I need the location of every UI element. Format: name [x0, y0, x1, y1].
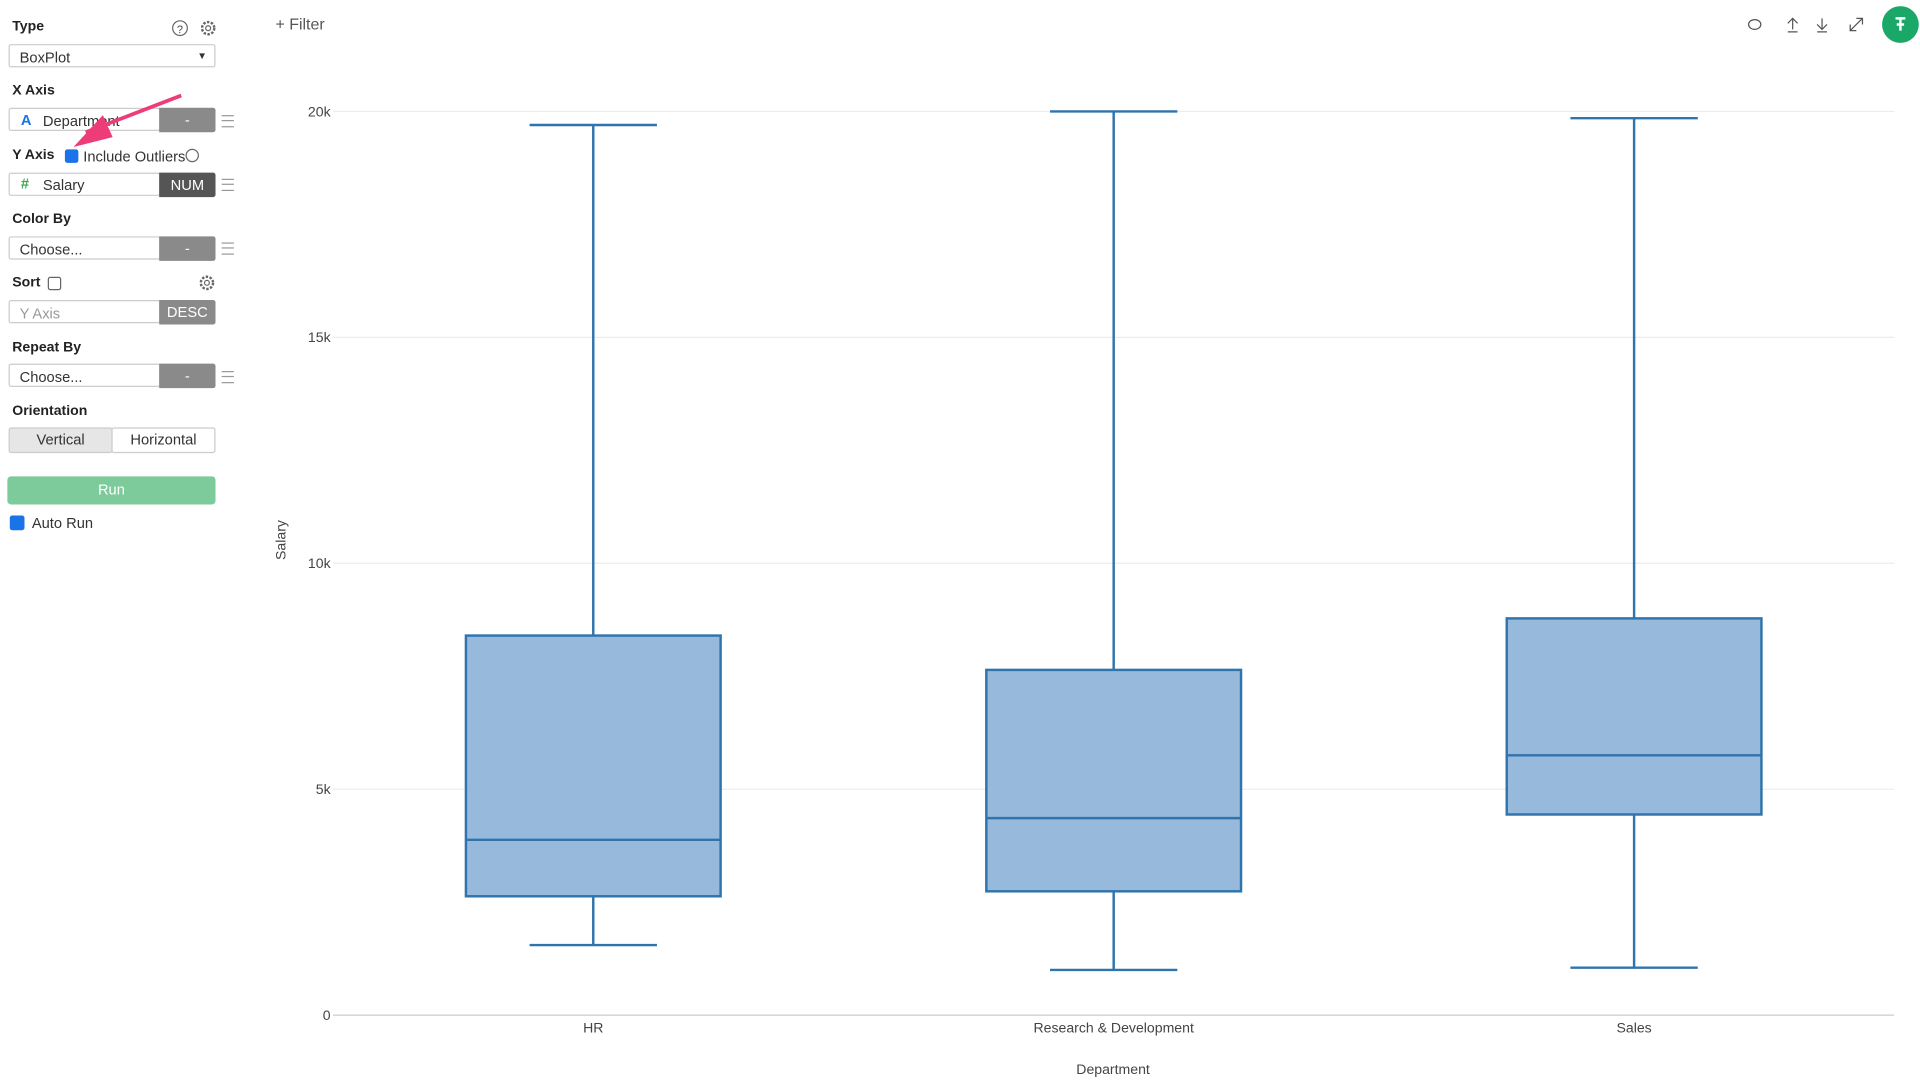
x-axis-title: Department	[1076, 1061, 1150, 1077]
filter-button[interactable]: + Filter	[276, 15, 325, 33]
color-by-label: Color By	[12, 211, 71, 227]
orientation-label: Orientation	[12, 404, 88, 419]
y-axis-icon: #	[20, 175, 30, 193]
y-tick-label: 0	[323, 1007, 331, 1023]
x-axis-label: X Axis	[12, 83, 55, 98]
box	[464, 634, 722, 898]
repeat-by-text: Choose...	[19, 368, 83, 386]
x-axis-menu[interactable]	[221, 115, 234, 128]
repeat-by-label: Repeat By	[12, 340, 82, 356]
x-tick-label: Sales	[1616, 1019, 1651, 1035]
color-by-menu[interactable]	[221, 242, 234, 255]
y-tick-label: 20k	[308, 103, 332, 119]
color-by-button[interactable]: -	[159, 236, 216, 261]
y-tick-label: 5k	[316, 781, 332, 797]
sort-button[interactable]: DESC	[159, 300, 216, 325]
repeat-by-field[interactable]: Choose...	[8, 363, 161, 387]
sort-text: Y Axis	[19, 304, 61, 323]
type-select[interactable]: BoxPlot ▼	[8, 44, 216, 68]
type-label: Type	[12, 19, 45, 35]
y-axis-label: Y Axis	[12, 148, 55, 163]
toolbar-icons[interactable]	[1739, 6, 1920, 45]
box	[1505, 617, 1763, 816]
plus: +	[275, 14, 290, 34]
auto-run-checkbox[interactable]	[9, 515, 25, 531]
sort-settings[interactable]	[198, 274, 215, 291]
vertical-option[interactable]: Vertical	[8, 427, 113, 454]
x-axis-icon: A	[20, 111, 32, 129]
x-tick-label: Research & Development	[1033, 1019, 1194, 1035]
repeat-by-button[interactable]: -	[159, 363, 216, 389]
y-axis-menu[interactable]	[221, 178, 234, 192]
y-tick-label: 10k	[308, 555, 332, 571]
outliers-label: Include Outliers	[83, 148, 186, 166]
outliers-checkbox[interactable]	[64, 149, 79, 163]
sort-field[interactable]: Y Axis	[8, 300, 161, 324]
type-value: BoxPlot	[19, 48, 71, 67]
y-axis-title: Salary	[272, 519, 288, 560]
type-icons[interactable]: ?	[171, 20, 220, 37]
filter-label: Filter	[289, 14, 325, 34]
sort-label: Sort	[12, 275, 41, 291]
help-icon[interactable]	[185, 148, 201, 164]
repeat-by-menu[interactable]	[221, 371, 234, 384]
annotation-arrowhead	[73, 115, 113, 147]
y-axis-button[interactable]: NUM	[159, 172, 216, 198]
sort-checkbox[interactable]	[47, 276, 62, 291]
x-tick-label: HR	[583, 1019, 603, 1035]
color-by-text: Choose...	[19, 241, 83, 259]
horizontal-option[interactable]: Horizontal	[111, 427, 216, 454]
y-axis-field-text: Salary	[42, 176, 85, 194]
x-axis-button[interactable]: -	[159, 107, 216, 133]
color-by-field[interactable]: Choose...	[8, 236, 161, 260]
y-tick-label: 15k	[308, 329, 332, 345]
auto-run-label: Auto Run	[31, 514, 94, 532]
svg-text:?: ?	[177, 24, 183, 36]
box	[985, 668, 1243, 893]
run-button[interactable]: Run	[7, 476, 216, 505]
